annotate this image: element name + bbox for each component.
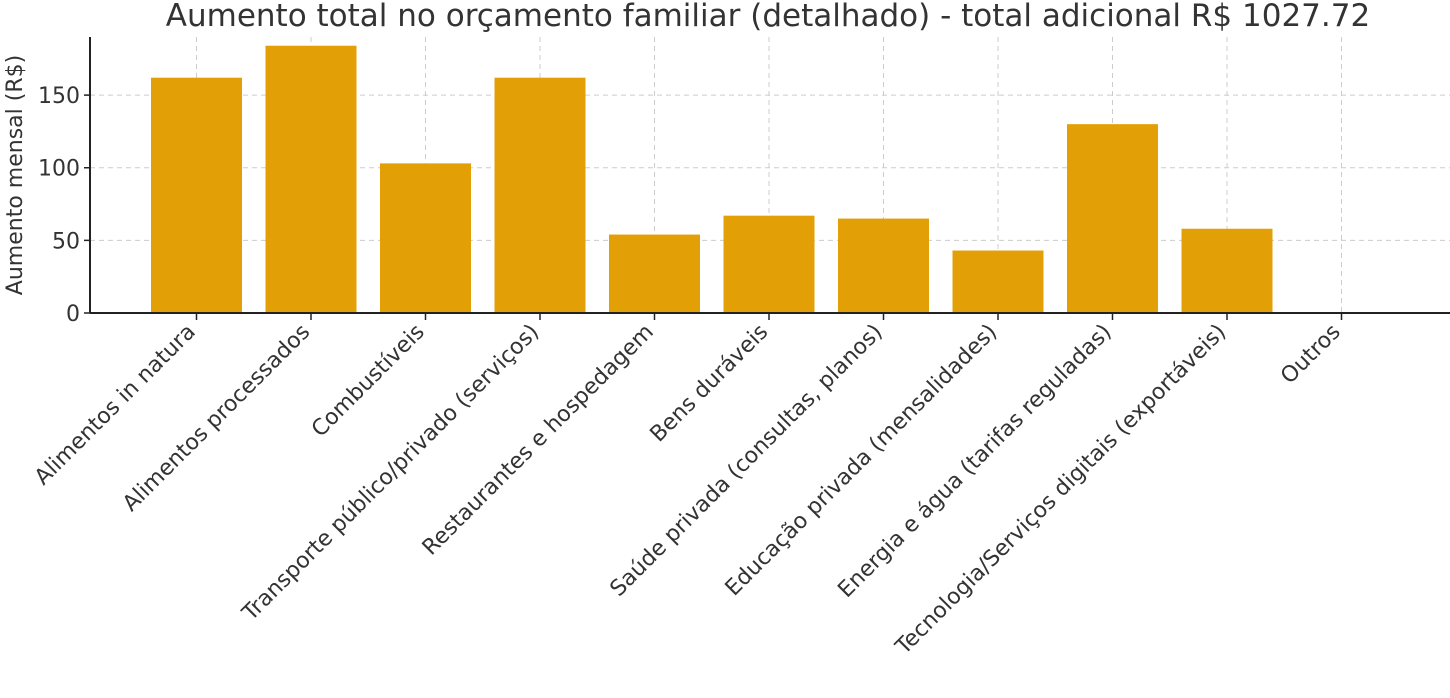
x-tick-label: Bens duráveis xyxy=(646,320,774,448)
x-tick-label: Combustíveis xyxy=(307,320,430,443)
y-tick-label: 150 xyxy=(38,84,80,109)
bar xyxy=(723,215,815,313)
bar xyxy=(952,250,1044,313)
y-tick-label: 100 xyxy=(38,157,80,182)
bar xyxy=(380,163,471,313)
y-ticks-layer: 0 50 100 150 xyxy=(38,84,90,327)
bar xyxy=(838,218,929,313)
bar xyxy=(494,77,586,314)
x-tick-label: Alimentos processados xyxy=(118,320,315,517)
y-tick-label: 50 xyxy=(52,229,80,254)
y-tick-label: 0 xyxy=(66,302,80,327)
bar xyxy=(609,234,700,313)
bar xyxy=(1067,124,1158,313)
y-axis-label: Aumento mensal (R$) xyxy=(3,55,28,295)
bar xyxy=(265,45,357,313)
bar xyxy=(151,77,242,314)
x-tick-label: Outros xyxy=(1276,320,1346,390)
bar xyxy=(1181,228,1273,313)
x-tick-label: Restaurantes e hospedagem xyxy=(418,320,659,561)
axes-layer xyxy=(89,37,1450,314)
chart-title: Aumento total no orçamento familiar (det… xyxy=(166,0,1370,34)
bars-layer xyxy=(151,45,1273,314)
